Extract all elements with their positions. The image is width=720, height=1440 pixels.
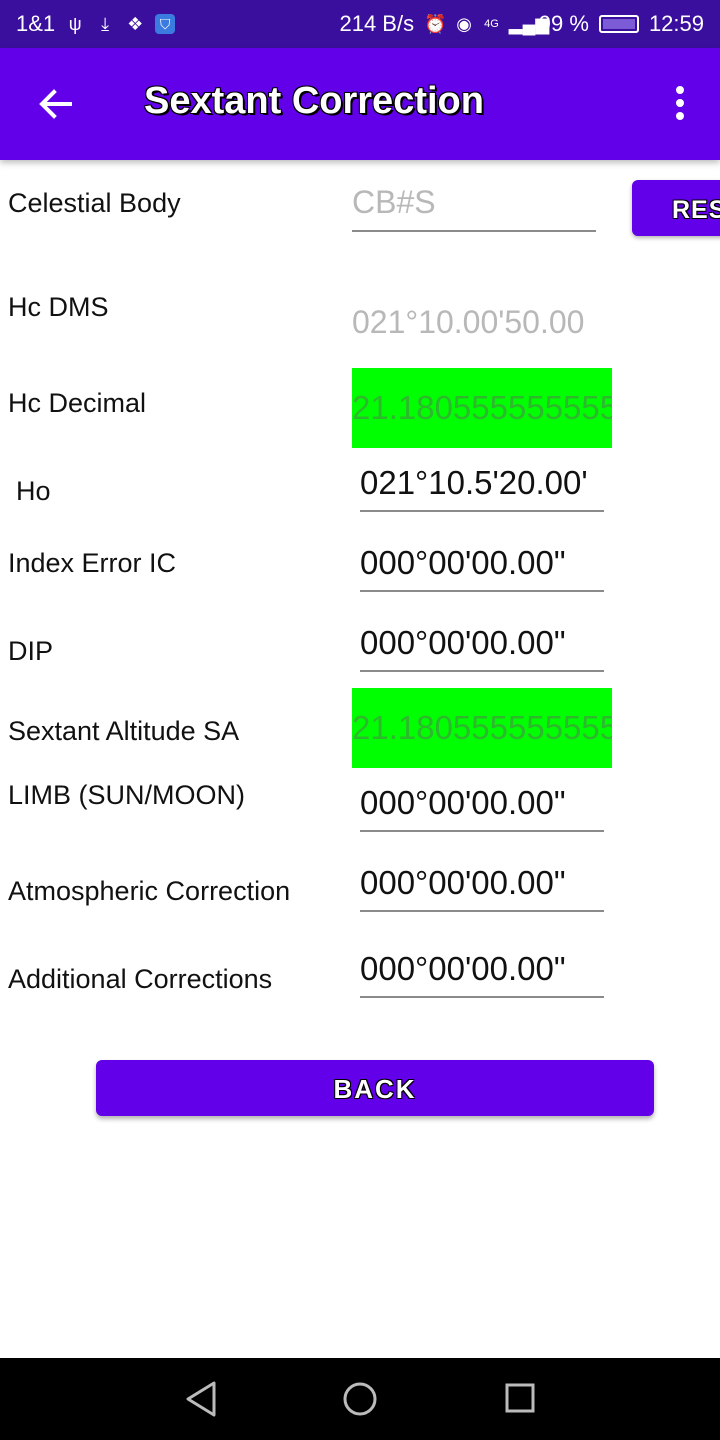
limb-label: LIMB (SUN/MOON) — [8, 780, 246, 810]
shield-icon: ⛉ — [155, 14, 176, 34]
app-bar: Sextant Correction — [0, 48, 720, 160]
dip-input[interactable]: 000°00'00.00" — [360, 624, 604, 672]
dip-label: DIP — [8, 636, 54, 666]
system-nav-bar — [0, 1358, 720, 1440]
additional-input[interactable]: 000°00'00.00" — [360, 950, 604, 998]
status-bar: 1&1 ψ ⤓ ❖ ⛉ 214 B/s ⏰ ◉ 4G ▂▄▆ 99 % 12:5… — [0, 0, 720, 48]
celestial-body-label: Celestial Body — [8, 188, 181, 218]
download-icon: ⤓ — [101, 14, 110, 34]
carrier-label: 1&1 — [16, 11, 56, 36]
back-arrow-icon[interactable] — [34, 82, 78, 126]
nav-recents-icon[interactable] — [504, 1380, 536, 1418]
celestial-body-input[interactable]: CB#S — [352, 184, 596, 232]
sextant-altitude-value: 21.180555555555 — [352, 688, 612, 768]
nav-back-icon[interactable] — [184, 1380, 218, 1418]
hc-dms-value: 021°10.00'50.00 — [352, 304, 585, 340]
ho-input[interactable]: 021°10.5'20.00' — [360, 464, 604, 512]
clock: 12:59 — [648, 11, 704, 36]
dropbox-icon: ❖ — [127, 14, 144, 34]
index-error-label: Index Error IC — [8, 548, 177, 578]
eye-icon: ◉ — [456, 14, 472, 34]
index-error-input[interactable]: 000°00'00.00" — [360, 544, 604, 592]
battery-percent: 99 % — [538, 11, 589, 36]
additional-label: Additional Corrections — [8, 964, 273, 994]
ho-label: Ho — [16, 476, 51, 506]
reset-button[interactable]: RESET — [632, 180, 720, 236]
page-title: Sextant Correction — [144, 80, 484, 122]
atmospheric-input[interactable]: 000°00'00.00" — [360, 864, 604, 912]
network-type: 4G — [484, 18, 499, 30]
sextant-altitude-label: Sextant Altitude SA — [8, 716, 240, 746]
usb-icon: ψ — [68, 14, 82, 34]
battery-icon — [598, 15, 639, 33]
hc-decimal-label: Hc Decimal — [8, 388, 147, 418]
overflow-menu-icon[interactable] — [670, 86, 690, 126]
hc-dms-label: Hc DMS — [8, 292, 109, 322]
limb-input[interactable]: 000°00'00.00" — [360, 784, 604, 832]
nav-home-icon[interactable] — [342, 1380, 378, 1418]
hc-decimal-value: 21.180555555555 — [352, 368, 612, 448]
alarm-icon: ⏰ — [424, 14, 447, 34]
atmospheric-label: Atmospheric Correction — [8, 876, 291, 906]
back-button[interactable]: BACK — [96, 1060, 654, 1116]
net-speed: 214 B/s — [339, 11, 415, 36]
signal-icon: ▂▄▆ — [508, 14, 550, 34]
